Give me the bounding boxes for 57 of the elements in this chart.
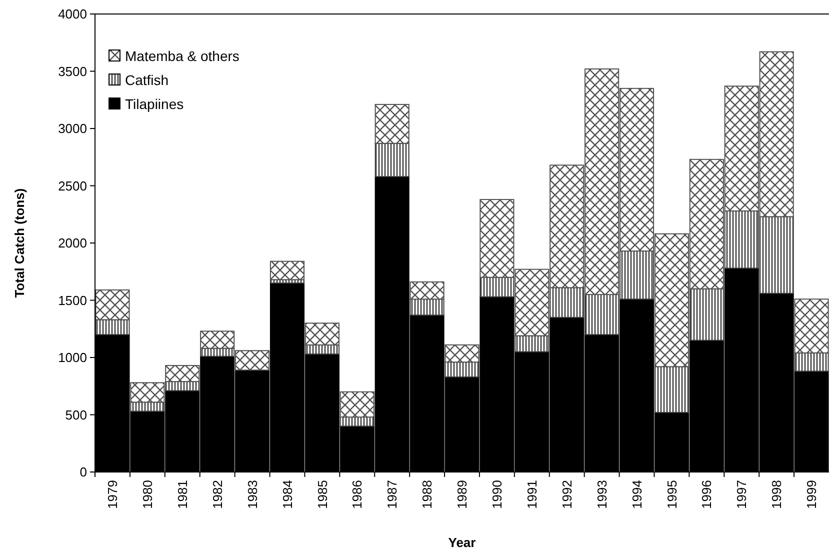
x-tick-label: 1985 — [314, 480, 330, 509]
x-tick-label: 1982 — [210, 480, 225, 509]
bar — [654, 366, 689, 413]
bar — [95, 319, 130, 336]
x-tick-label: 1984 — [280, 480, 295, 509]
y-tick-label: 500 — [65, 407, 87, 422]
bar — [480, 276, 514, 298]
x-tick-label: 1989 — [454, 480, 470, 509]
legend-label: Tilapiines — [125, 96, 184, 112]
x-tick-label: 1988 — [420, 480, 435, 509]
x-tick-label: 1997 — [734, 480, 750, 509]
y-tick-label: 1500 — [58, 292, 87, 308]
bar — [374, 142, 410, 178]
x-tick-label: 1981 — [174, 480, 190, 509]
bar — [410, 281, 444, 300]
x-tick-label: 1986 — [350, 480, 365, 509]
bar — [444, 362, 480, 378]
x-tick-label: 1980 — [140, 480, 155, 509]
x-tick-label: 1993 — [594, 480, 610, 509]
y-axis-title: Total Catch (tons) — [12, 188, 27, 298]
legend-label: Catfish — [125, 72, 169, 88]
y-tick-label: 2000 — [58, 236, 87, 251]
bar — [794, 352, 829, 372]
bar — [444, 344, 480, 363]
x-tick-label: 1998 — [769, 480, 784, 509]
x-axis-title: Year — [448, 535, 476, 550]
bar — [165, 365, 200, 382]
bar — [374, 104, 410, 144]
y-tick-label: 0 — [80, 464, 87, 480]
bar — [200, 330, 235, 349]
y-tick-label: 2500 — [58, 178, 87, 194]
x-tick-label: 1991 — [524, 480, 540, 509]
bar — [340, 391, 374, 418]
bar — [130, 402, 165, 412]
bar — [95, 289, 130, 320]
x-tick-label: 1994 — [629, 480, 644, 509]
bar — [689, 288, 724, 341]
y-tick-label: 3500 — [58, 64, 87, 79]
bar — [514, 335, 550, 352]
x-tick-label: 1992 — [559, 480, 574, 509]
bar — [410, 298, 444, 316]
x-tick-label: 1983 — [244, 480, 260, 509]
x-tick-label: 1996 — [699, 480, 714, 509]
bar — [130, 382, 165, 403]
legend-label: Matemba & others — [125, 48, 240, 64]
y-tick-label: 1000 — [58, 350, 87, 366]
y-tick-label: 4000 — [58, 6, 87, 22]
x-tick-label: 1999 — [804, 480, 820, 509]
x-tick-label: 1987 — [384, 480, 400, 509]
x-tick-label: 1979 — [105, 480, 120, 509]
bar — [270, 260, 305, 280]
x-tick-label: 1990 — [490, 480, 504, 509]
x-tick-label: 1995 — [664, 480, 680, 509]
bar — [794, 298, 829, 354]
y-tick-label: 3000 — [58, 121, 87, 136]
bar — [235, 350, 270, 371]
bar — [304, 322, 340, 346]
